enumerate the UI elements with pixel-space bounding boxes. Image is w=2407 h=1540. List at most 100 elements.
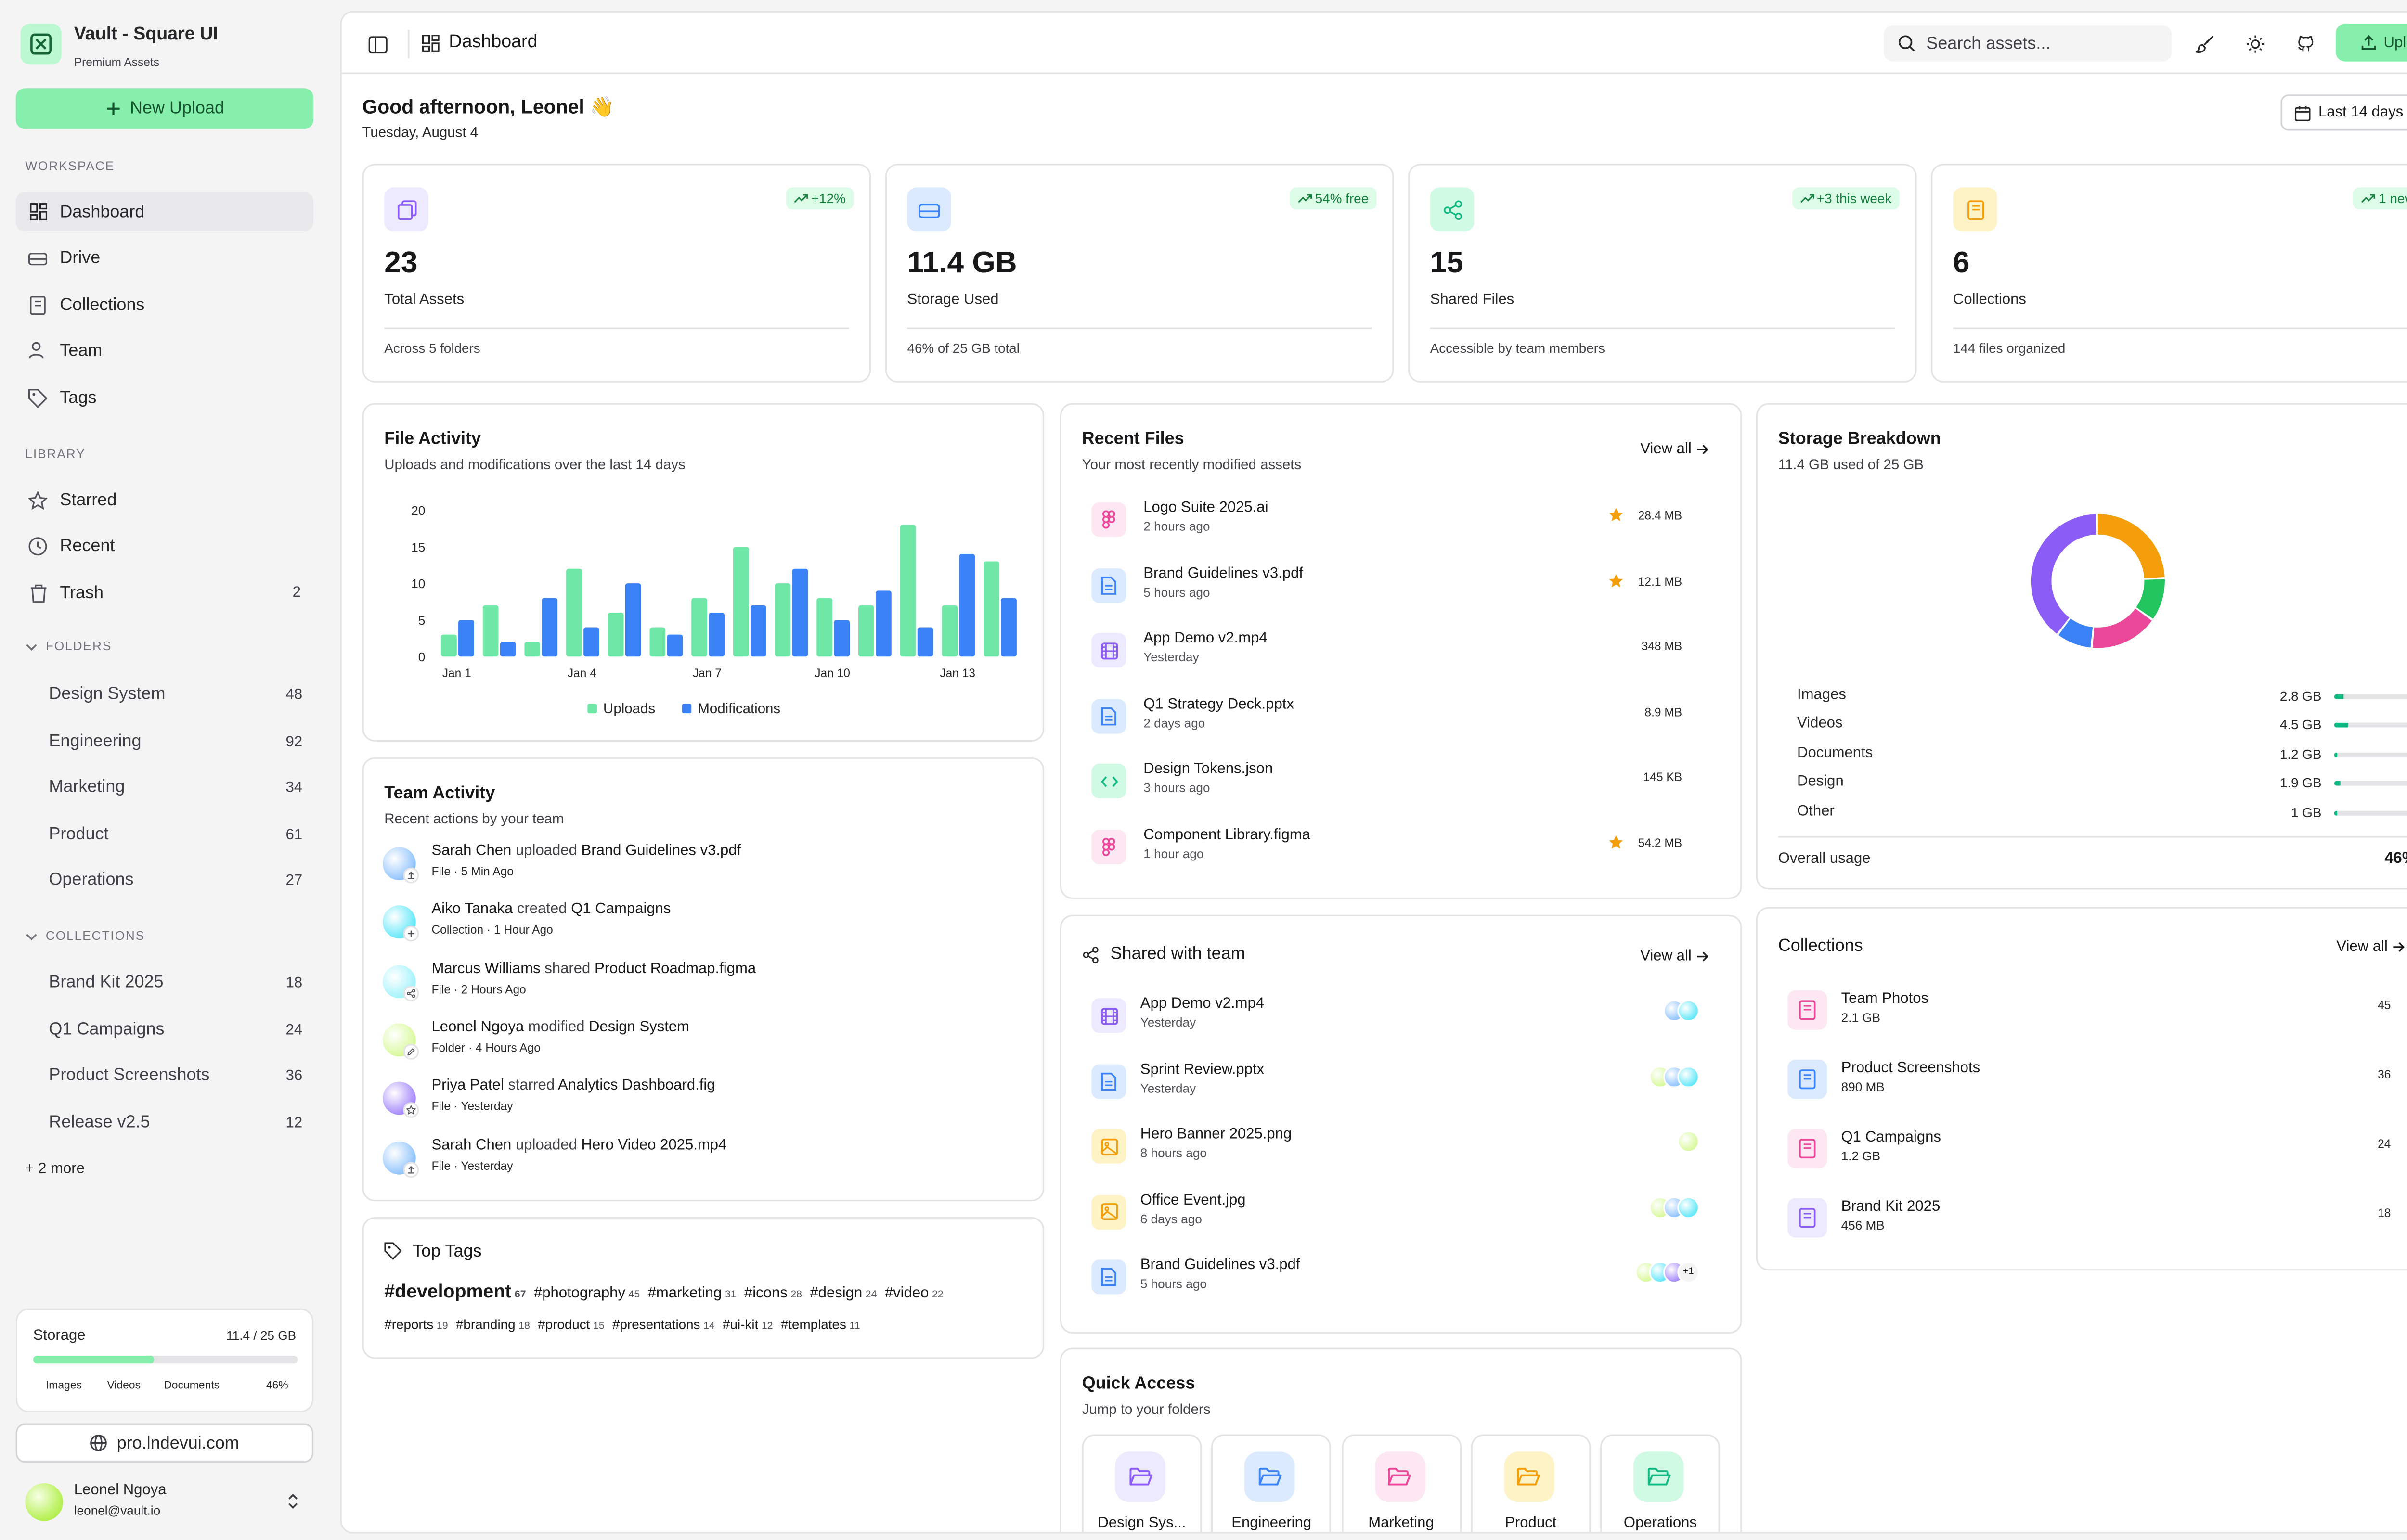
activity-row[interactable]: Priya Patel starred Analytics Dashboard.… <box>383 1077 1013 1130</box>
quick-access-tile[interactable]: Marketing <box>1341 1434 1461 1532</box>
file-row[interactable]: Design Tokens.json 3 hours ago 145 KB <box>1087 761 1707 808</box>
tag-chip[interactable]: #branding 18 <box>456 1316 530 1332</box>
site-link[interactable]: pro.lndevui.com <box>15 1423 314 1463</box>
collection-item[interactable]: Release v2.5 12 <box>16 1104 313 1142</box>
more-collections-link[interactable]: + 2 more <box>25 1160 85 1178</box>
folder-item[interactable]: Design System 48 <box>16 676 313 714</box>
date-range-select[interactable]: Last 14 days <box>2280 94 2407 131</box>
folder-item[interactable]: Product 61 <box>16 816 313 854</box>
shared-row[interactable]: Brand Guidelines v3.pdf 5 hours ago +1 <box>1087 1257 1707 1304</box>
bar-uploads[interactable] <box>816 598 833 657</box>
file-row[interactable]: Brand Guidelines v3.pdf 5 hours ago 12.1 M… <box>1087 565 1707 612</box>
donut-segment-design[interactable] <box>2031 514 2165 648</box>
bar-modifications[interactable] <box>500 642 516 657</box>
file-row[interactable]: Component Library.figma 1 hour ago 54.2 MB <box>1087 827 1707 874</box>
collection-item[interactable]: Product Screenshots 36 <box>16 1056 313 1094</box>
activity-row[interactable]: Aiko Tanaka created Q1 Campaigns Collecti… <box>383 901 1013 954</box>
bar-uploads[interactable] <box>608 613 624 657</box>
bar-uploads[interactable] <box>524 642 541 657</box>
nav-item-team[interactable]: Team <box>16 331 313 370</box>
folder-item[interactable]: Marketing 34 <box>16 769 313 807</box>
bar-modifications[interactable] <box>709 613 725 657</box>
collection-row[interactable]: Team Photos 2.1 GB 45 <box>1785 989 2391 1042</box>
file-row[interactable]: App Demo v2.mp4 Yesterday 348 MB <box>1087 630 1707 677</box>
collection-row[interactable]: Product Screenshots 890 MB 36 <box>1785 1058 2391 1112</box>
bar-uploads[interactable] <box>775 583 791 657</box>
bar-modifications[interactable] <box>542 598 558 657</box>
nav-item-dashboard[interactable]: Dashboard <box>15 192 314 231</box>
bar-modifications[interactable] <box>1001 598 1017 657</box>
activity-row[interactable]: Sarah Chen uploaded Hero Video 2025.mp4 F… <box>383 1136 1013 1190</box>
tag-chip[interactable]: #photography 45 <box>534 1285 640 1302</box>
shared-row[interactable]: Sprint Review.pptx Yesterday <box>1087 1061 1707 1108</box>
nav-item-recent[interactable]: Recent <box>16 526 313 565</box>
bar-uploads[interactable] <box>942 605 958 657</box>
view-all-link[interactable]: View all <box>1640 441 1709 458</box>
star-icon[interactable] <box>1608 573 1624 589</box>
collection-item[interactable]: Q1 Campaigns 24 <box>16 1011 313 1049</box>
bar-modifications[interactable] <box>583 627 599 657</box>
app-logo[interactable] <box>20 24 62 65</box>
donut-segment-videos[interactable] <box>2031 514 2165 648</box>
tag-chip[interactable]: #design 24 <box>810 1285 877 1302</box>
folder-item[interactable]: Operations 27 <box>16 861 313 899</box>
tag-chip[interactable]: #icons 28 <box>744 1285 802 1302</box>
bar-modifications[interactable] <box>625 583 641 657</box>
bar-uploads[interactable] <box>900 525 916 657</box>
nav-item-tags[interactable]: Tags <box>16 378 313 417</box>
bar-uploads[interactable] <box>566 568 582 657</box>
star-icon[interactable] <box>1608 834 1624 850</box>
bar-modifications[interactable] <box>792 568 808 657</box>
quick-access-tile[interactable]: Product <box>1471 1434 1591 1532</box>
bar-uploads[interactable] <box>733 547 749 657</box>
tag-chip[interactable]: #development 67 <box>384 1280 526 1302</box>
bar-uploads[interactable] <box>858 605 874 657</box>
shared-row[interactable]: Office Event.jpg 6 days ago <box>1087 1192 1707 1239</box>
bar-modifications[interactable] <box>750 605 766 657</box>
theme-toggle-button[interactable] <box>2238 27 2273 62</box>
activity-row[interactable]: Sarah Chen uploaded Brand Guidelines v3.… <box>383 842 1013 896</box>
search-input[interactable]: Search assets... <box>1883 25 2172 62</box>
tag-chip[interactable]: #product 15 <box>538 1316 604 1332</box>
quick-access-tile[interactable]: Operations <box>1600 1434 1721 1532</box>
nav-item-trash[interactable]: Trash 2 <box>16 573 313 613</box>
tag-chip[interactable]: #reports 19 <box>384 1316 448 1332</box>
star-icon[interactable] <box>1608 507 1624 523</box>
collection-item[interactable]: Brand Kit 2025 18 <box>16 963 313 1001</box>
nav-item-drive[interactable]: Drive <box>16 238 313 277</box>
bar-modifications[interactable] <box>458 620 474 657</box>
bar-uploads[interactable] <box>691 598 707 657</box>
new-upload-button[interactable]: New Upload <box>15 88 314 129</box>
theme-brush-button[interactable] <box>2187 27 2222 62</box>
github-button[interactable] <box>2289 27 2323 62</box>
user-menu[interactable]: Leonel Ngoya leonel@vault.io <box>16 1476 313 1526</box>
collection-row[interactable]: Brand Kit 2025 456 MB 18 <box>1785 1196 2391 1250</box>
nav-item-starred[interactable]: Starred <box>16 480 313 520</box>
bar-modifications[interactable] <box>876 590 892 657</box>
donut-segment-documents[interactable] <box>2031 514 2165 648</box>
bar-modifications[interactable] <box>667 634 683 657</box>
bar-modifications[interactable] <box>917 627 933 657</box>
tag-chip[interactable]: #templates 11 <box>781 1316 860 1332</box>
bar-uploads[interactable] <box>984 561 999 657</box>
quick-access-tile[interactable]: Design Sys... <box>1082 1434 1202 1532</box>
shared-row[interactable]: App Demo v2.mp4 Yesterday <box>1087 995 1707 1042</box>
bar-uploads[interactable] <box>649 627 666 657</box>
folders-toggle[interactable]: FOLDERS <box>25 639 112 654</box>
bar-uploads[interactable] <box>482 605 499 657</box>
tag-chip[interactable]: #marketing 31 <box>648 1285 737 1302</box>
view-all-link[interactable]: View all <box>1640 948 1709 965</box>
donut-segment-images[interactable] <box>2031 514 2165 648</box>
folder-item[interactable]: Engineering 92 <box>16 723 313 761</box>
bar-modifications[interactable] <box>959 554 975 657</box>
tag-chip[interactable]: #presentations 14 <box>612 1316 715 1332</box>
activity-row[interactable]: Marcus Williams shared Product Roadmap.f… <box>383 960 1013 1013</box>
activity-row[interactable]: Leonel Ngoya modified Design System Folde… <box>383 1018 1013 1072</box>
collection-row[interactable]: Q1 Campaigns 1.2 GB 24 <box>1785 1128 2391 1181</box>
sidebar-toggle-button[interactable] <box>362 28 393 60</box>
collections-toggle[interactable]: COLLECTIONS <box>25 929 145 943</box>
file-row[interactable]: Logo Suite 2025.ai 2 hours ago 28.4 MB <box>1087 499 1707 546</box>
bar-modifications[interactable] <box>834 620 850 657</box>
quick-access-tile[interactable]: Engineering <box>1211 1434 1332 1532</box>
file-row[interactable]: Q1 Strategy Deck.pptx 2 days ago 8.9 MB <box>1087 695 1707 743</box>
